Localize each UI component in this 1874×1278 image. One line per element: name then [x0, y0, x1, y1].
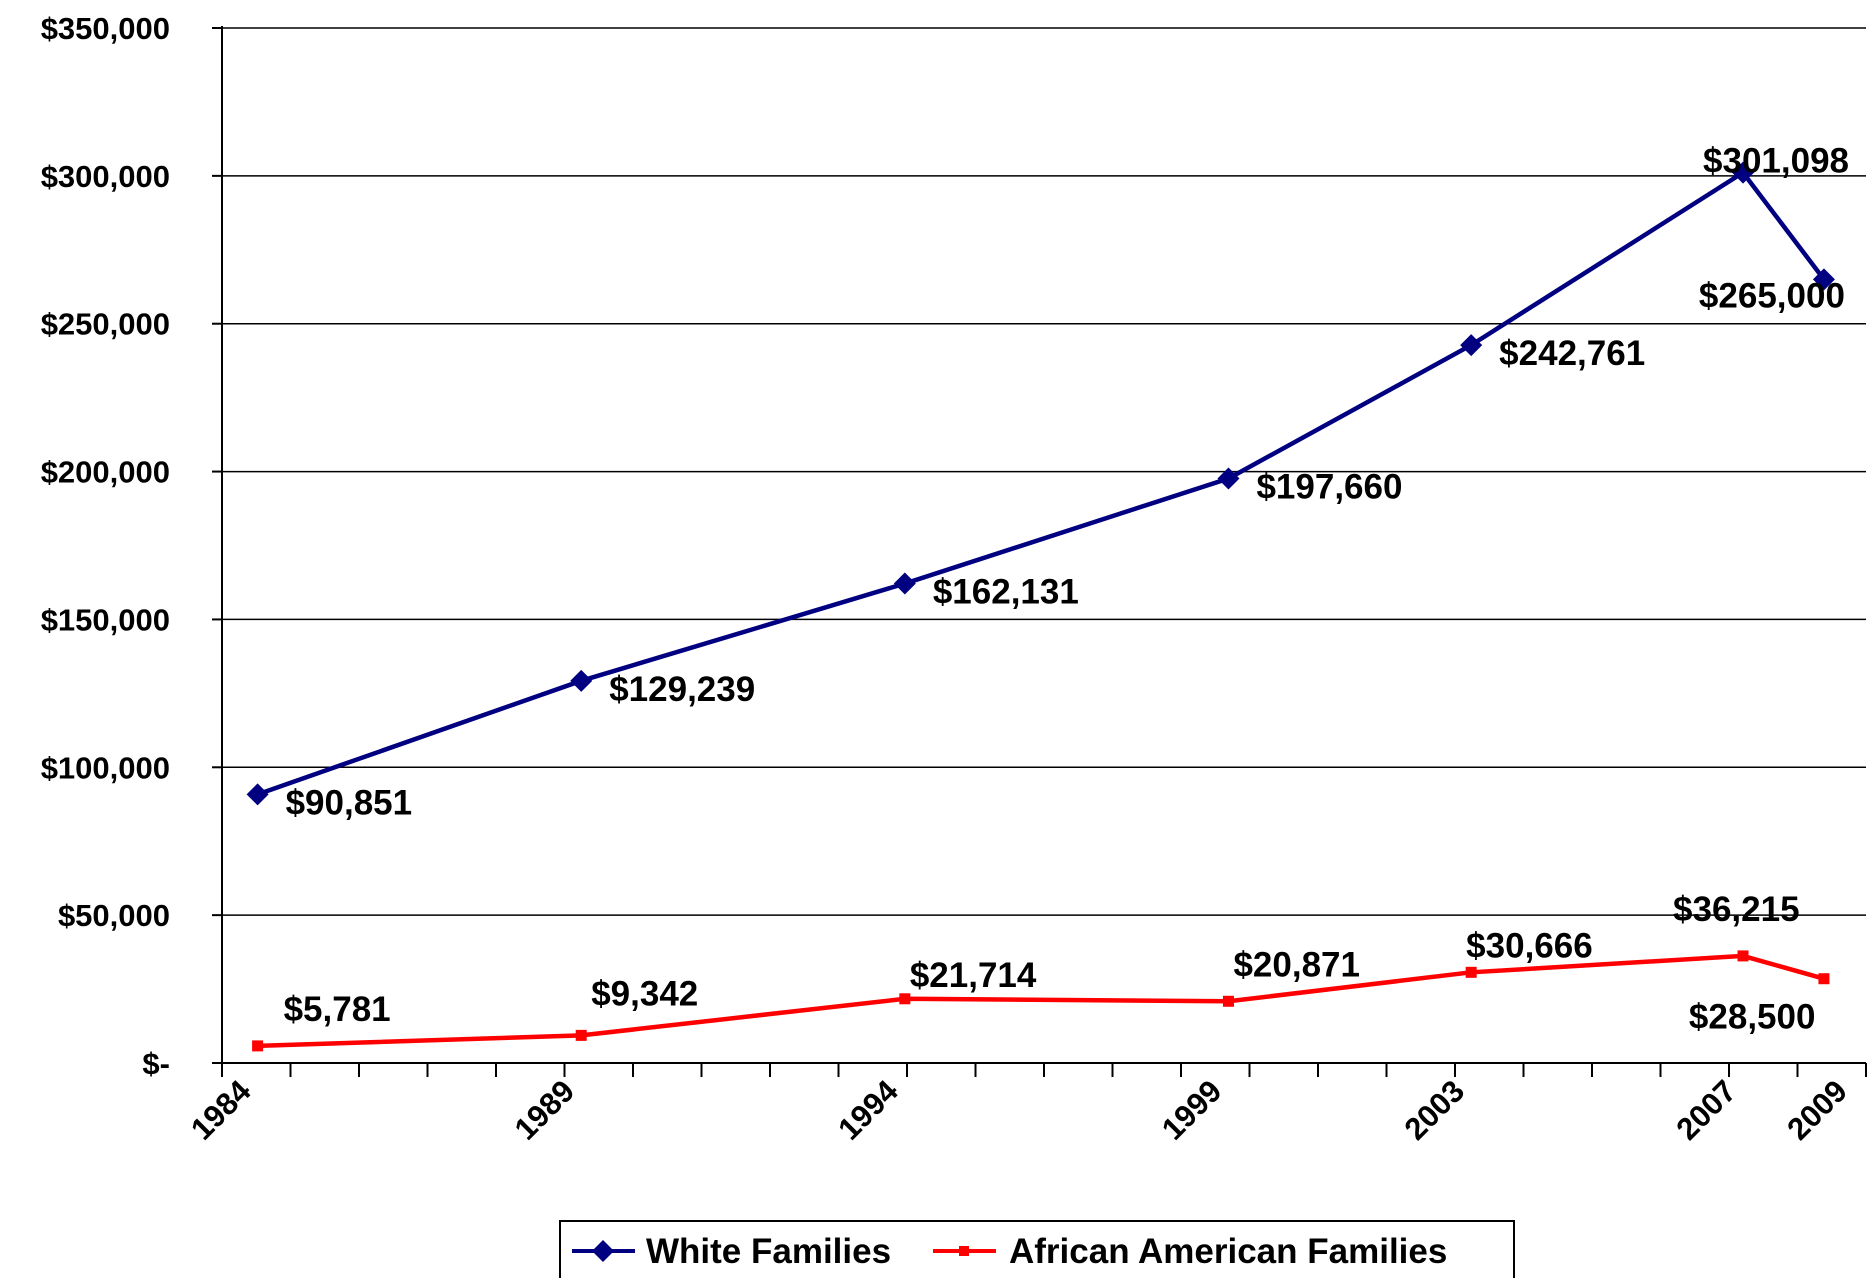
x-tick-label: 1994: [831, 1073, 905, 1147]
y-tick-label: $250,000: [41, 307, 170, 342]
data-label: $36,215: [1673, 890, 1800, 929]
data-point-white: [246, 783, 269, 806]
x-tick-label: 2009: [1780, 1073, 1854, 1147]
y-tick-label: $100,000: [41, 750, 170, 785]
x-tick-label: 1989: [508, 1073, 582, 1147]
y-tick-label: $200,000: [41, 455, 170, 490]
data-label: $5,781: [284, 990, 391, 1029]
x-axis-tick-labels: 1984 1989 1994 1999 2003 2007 2009: [184, 1073, 1854, 1147]
y-axis-tick-labels: $- $50,000 $100,000 $150,000 $200,000 $250,00…: [41, 11, 170, 1081]
data-label: $90,851: [286, 783, 413, 822]
data-point-african-american: [1465, 966, 1477, 978]
data-point-white: [570, 669, 593, 692]
x-tick-label: 2003: [1398, 1073, 1472, 1147]
data-label: $242,761: [1499, 334, 1645, 373]
data-point-african-american: [1737, 950, 1749, 962]
y-tick-label: $-: [142, 1046, 170, 1081]
data-point-white: [1732, 161, 1755, 184]
series-lines: [246, 161, 1835, 1052]
data-point-white: [1812, 268, 1835, 291]
data-label: $21,714: [910, 956, 1037, 995]
data-point-white: [893, 572, 916, 595]
data-point-african-american: [899, 993, 911, 1005]
data-label: $162,131: [933, 573, 1079, 612]
y-tick-label: $150,000: [41, 602, 170, 637]
data-label: $129,239: [609, 670, 755, 709]
data-label: $301,098: [1703, 142, 1849, 181]
legend-box: [559, 1220, 1515, 1278]
y-tick-label: $350,000: [41, 11, 170, 46]
data-point-white: [1460, 334, 1483, 357]
data-point-african-american: [1818, 973, 1830, 985]
legend: White Families African American Families: [559, 1220, 1515, 1278]
data-label: $265,000: [1699, 276, 1845, 315]
data-label: $9,342: [591, 974, 698, 1013]
data-label: $28,500: [1689, 998, 1816, 1037]
x-tick-label: 1999: [1155, 1073, 1229, 1147]
series-line-african-american: [257, 953, 1825, 1049]
legend-label-white: White Families: [646, 1232, 891, 1271]
data-point-african-american: [575, 1029, 587, 1041]
data-label: $30,666: [1466, 926, 1593, 965]
data-point-african-american: [1222, 995, 1234, 1007]
x-tick-label: 2007: [1669, 1073, 1743, 1147]
y-tick-label: $50,000: [58, 898, 170, 933]
gridlines: [222, 27, 1866, 916]
data-point-african-american: [252, 1040, 264, 1052]
y-tick-label: $300,000: [41, 159, 170, 194]
x-tick-label: 1984: [184, 1073, 258, 1147]
data-point-white: [1217, 467, 1240, 490]
legend-marker-white: [592, 1240, 614, 1262]
legend-marker-african-american: [959, 1246, 969, 1256]
data-label: $197,660: [1256, 467, 1402, 506]
legend-label-african-american: African American Families: [1009, 1232, 1447, 1271]
series-line-white: [256, 169, 1826, 797]
data-label: $20,871: [1233, 945, 1360, 984]
axes: [212, 26, 1867, 1077]
data-labels: $90,851 $129,239 $162,131 $197,660 $242,761 $…: [284, 142, 1849, 1037]
